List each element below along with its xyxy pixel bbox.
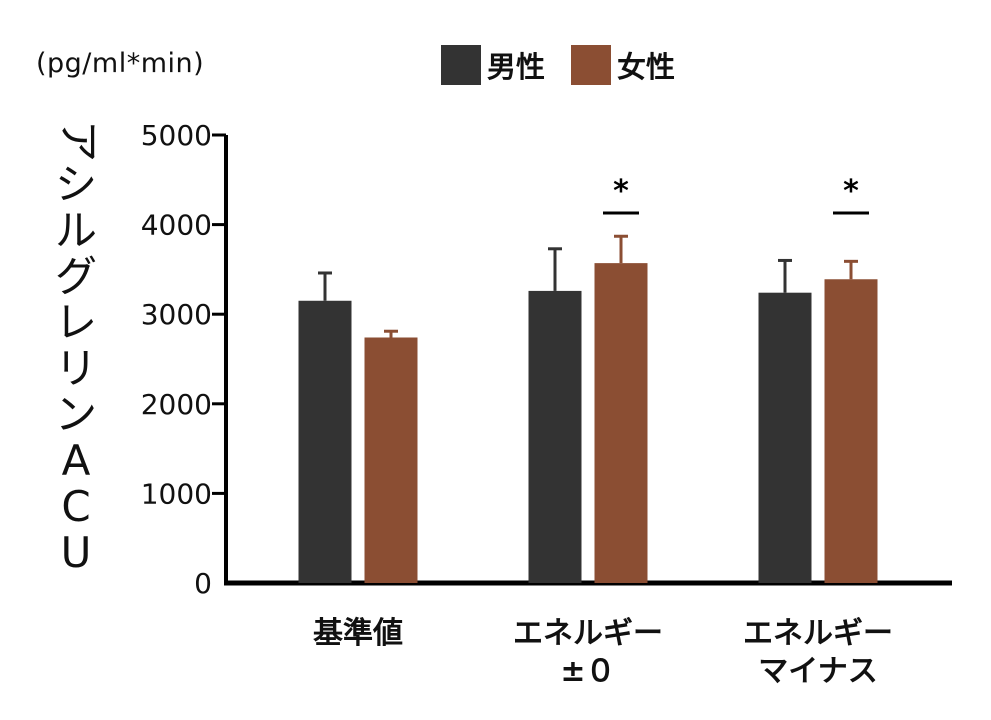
ylabel-char: U: [60, 528, 92, 577]
y-tick-label: 4000: [141, 209, 212, 242]
y-tick-label: 1000: [141, 477, 212, 510]
x-category-label: エネルギー: [513, 616, 663, 651]
ylabel-char: リ: [54, 344, 97, 393]
ylabel-char: シ: [54, 160, 97, 209]
y-tick-label: 0: [194, 567, 212, 600]
ylabel-char: A: [61, 436, 91, 485]
legend-swatch-female: [571, 45, 612, 85]
significance-marker: *: [843, 174, 859, 209]
ylabel-char: グ: [54, 252, 97, 301]
bar: [298, 300, 352, 583]
y-tick-label: 2000: [141, 388, 212, 421]
y-unit-label: (pg/ml*min): [36, 48, 205, 79]
bar: [594, 263, 648, 583]
legend-item-male: 男性: [441, 44, 545, 86]
legend-item-female: 女性: [571, 44, 675, 86]
significance-marker: *: [613, 174, 629, 209]
bar: [758, 292, 812, 583]
legend: 男性 女性: [441, 44, 701, 86]
y-axis-title: ア シ ル グ レ リ ン A C U: [52, 118, 103, 578]
ylabel-char: レ: [54, 298, 97, 347]
ylabel-char: ル: [54, 206, 97, 255]
ylabel-char: C: [61, 482, 91, 531]
legend-label-male: 男性: [487, 50, 546, 84]
x-category-label: ±０: [560, 654, 615, 689]
legend-swatch-male: [441, 45, 481, 85]
x-category-label: 基準値: [313, 616, 403, 651]
x-category-label: エネルギー: [743, 616, 893, 651]
bar: [364, 337, 418, 583]
ylabel-char: ン: [54, 390, 97, 439]
legend-label-female: 女性: [617, 50, 676, 84]
bar: [824, 279, 878, 583]
y-tick-label: 5000: [141, 119, 212, 152]
y-tick-label: 3000: [141, 298, 212, 331]
bar: [528, 290, 582, 583]
x-category-label: マイナス: [758, 654, 877, 689]
